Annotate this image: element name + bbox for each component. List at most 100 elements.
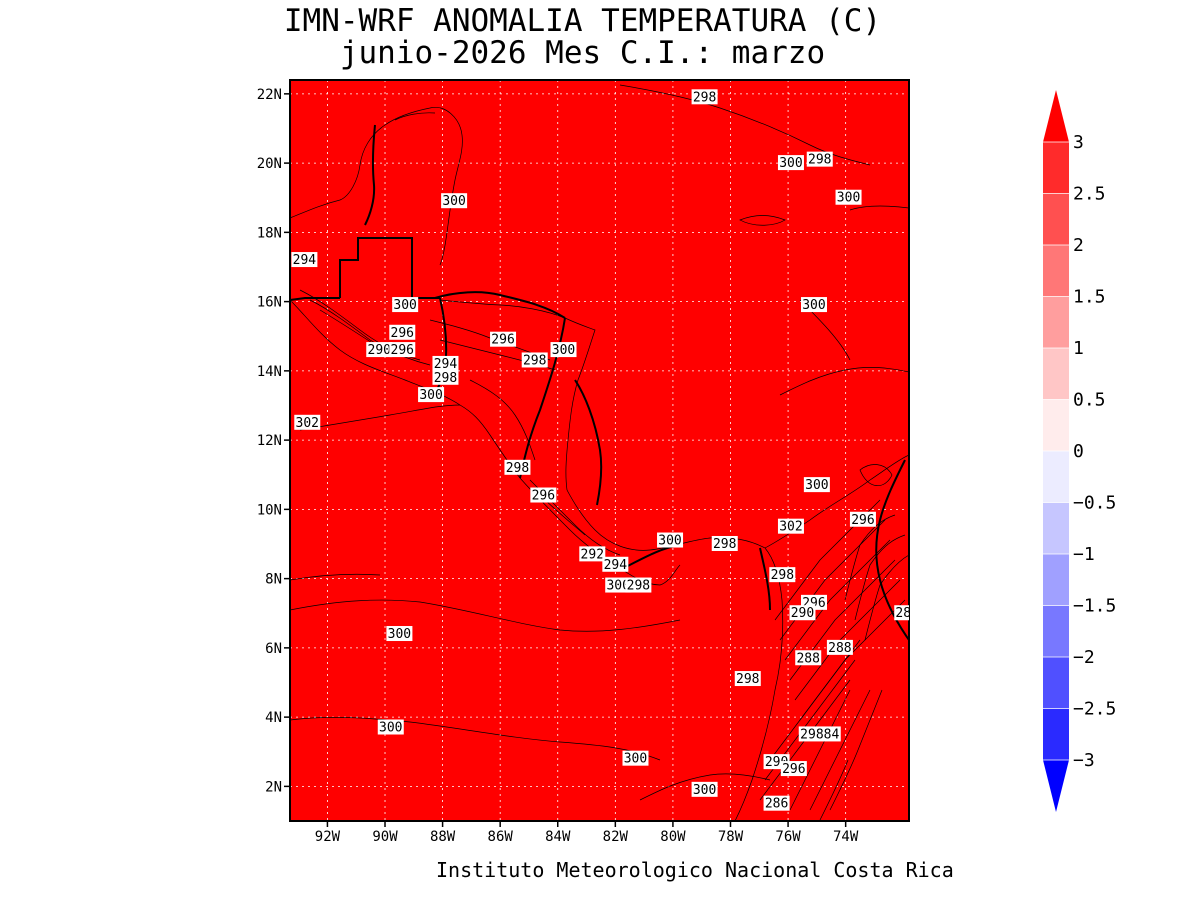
contour-label-text: 300 xyxy=(442,194,465,209)
contour-label: 286 xyxy=(763,795,790,812)
contour-label-text: 300 xyxy=(379,721,402,736)
contour-label-box xyxy=(389,342,416,358)
contour-label: 300 xyxy=(800,297,827,313)
plot-frame xyxy=(289,79,910,822)
contour-label-box xyxy=(894,605,909,621)
contour-label-box xyxy=(550,342,577,358)
contour-label-text: 296 xyxy=(782,762,805,777)
latitude-ticks: 2N 4N 6N 8N 10N 12N 14N 16N 18N 20N 22N xyxy=(257,87,290,795)
contour-label: 300 xyxy=(392,297,419,313)
contour-label-box xyxy=(625,577,652,593)
lat-tick-label: 18N xyxy=(257,225,282,241)
contour-label-box xyxy=(389,324,416,340)
contour-label-box xyxy=(806,151,833,167)
contour-label: 298 xyxy=(769,567,796,583)
contour-label: 296 xyxy=(849,511,876,528)
contour-label-box xyxy=(579,546,606,562)
contour-label: 294 xyxy=(432,355,459,372)
lat-tick-label: 10N xyxy=(257,502,282,518)
contour-label-text: 298 xyxy=(506,461,529,476)
contour-label: 298 xyxy=(504,459,531,476)
lon-tick-label: 80W xyxy=(660,829,686,845)
lon-tick-label: 88W xyxy=(430,829,456,845)
contour-label-box xyxy=(691,781,718,797)
contour-label-text: 296 xyxy=(391,343,414,358)
contour-label: 296 xyxy=(530,487,557,504)
contour-label-box xyxy=(377,719,404,735)
lon-tick-label: 78W xyxy=(718,829,744,845)
contour-label: 300 xyxy=(777,155,804,171)
colorbar-segment xyxy=(1043,657,1069,709)
colorbar-level-label: 3 xyxy=(1073,132,1084,153)
lat-tick-label: 6N xyxy=(265,641,282,657)
colorbar-segment xyxy=(1043,399,1069,452)
contour-label: 300 xyxy=(835,189,862,206)
contour-label: 298 xyxy=(734,671,761,687)
colorbar-segment xyxy=(1043,451,1069,503)
contour-label-text: 298 xyxy=(627,579,650,594)
colorbar-segment xyxy=(1043,245,1069,297)
contour-label-box xyxy=(849,511,876,527)
contour-label-text: 286 xyxy=(765,797,788,812)
contour-label-box xyxy=(366,342,393,358)
colorbar-level-label: 0 xyxy=(1073,441,1084,462)
colorbar-segment xyxy=(1043,554,1069,606)
contour-label: 29884 xyxy=(798,726,841,742)
contour-label: 296 xyxy=(490,331,517,348)
contour-label-box xyxy=(602,556,629,572)
colorbar-under-arrow xyxy=(1043,760,1069,812)
contour-label-text: 298 xyxy=(523,353,546,368)
contour-label: 300 xyxy=(386,626,413,642)
contour-label-box xyxy=(294,414,321,430)
contour-label: 300 xyxy=(377,719,404,736)
contour-label-box xyxy=(803,477,830,493)
contour-label: 294 xyxy=(602,556,629,573)
lon-tick-label: 84W xyxy=(545,829,571,845)
colorbar-level-label: −2 xyxy=(1073,647,1095,668)
contour-label-box xyxy=(622,750,649,766)
contour-label: 288 xyxy=(795,650,822,666)
contour-label-box xyxy=(780,761,807,777)
contour-label: 300 xyxy=(622,750,649,767)
colorbar-level-label: 2 xyxy=(1073,235,1084,256)
contour-label-text: 296 xyxy=(391,326,414,341)
contour-label: 28 xyxy=(894,605,909,621)
colorbar-level-label: 1 xyxy=(1073,338,1084,359)
contour-label: 302 xyxy=(777,518,804,535)
contour-label: 298 xyxy=(691,89,718,105)
lon-tick-label: 92W xyxy=(315,829,341,845)
colorbar-segment xyxy=(1043,193,1069,246)
contour-label-text: 300 xyxy=(802,298,825,313)
contour-label-box xyxy=(826,639,853,655)
contour-label-box xyxy=(386,626,413,642)
contour-label: 298 xyxy=(432,369,459,386)
contour-label-text: 298 xyxy=(693,90,716,105)
lat-tick-label: 16N xyxy=(257,295,282,311)
contour-label: 300 xyxy=(657,532,684,549)
colorbar-level-label: 2.5 xyxy=(1073,184,1106,205)
contour-label-box xyxy=(392,297,419,313)
contour-label-box xyxy=(504,459,531,475)
colorbar-segment xyxy=(1043,296,1069,349)
colorbar-segment xyxy=(1043,142,1069,194)
contour-label: 302 xyxy=(294,414,321,431)
contour-label: 296 xyxy=(389,324,416,341)
colorbar-over-arrow xyxy=(1043,90,1069,142)
map-title-line-1: IMN-WRF ANOMALIA TEMPERATURA (C) xyxy=(283,3,882,39)
contour-label-text: 29884 xyxy=(800,727,839,742)
lat-tick-label: 12N xyxy=(257,433,282,449)
contour-label: 296 xyxy=(389,342,416,358)
colorbar: 3 2.5 2 1.5 1 0.5 0 −0.5 −1 −1.5 −2 −2.5 −3 xyxy=(1043,90,1116,812)
contour-label-box xyxy=(777,155,804,171)
contour-label-text: 292 xyxy=(581,547,604,562)
contour-label-box xyxy=(441,193,468,209)
contour-label: 300 xyxy=(418,387,445,403)
contour-label-text: 302 xyxy=(296,416,319,431)
lat-tick-label: 20N xyxy=(257,156,282,172)
colorbar-level-label: −1 xyxy=(1073,544,1095,565)
contour-label: 290 xyxy=(789,605,816,621)
contour-label: 290 xyxy=(366,342,393,358)
contour-label-text: 294 xyxy=(293,253,317,268)
contour-label-text: 300 xyxy=(393,298,416,313)
contour-label-text: 288 xyxy=(796,651,819,666)
